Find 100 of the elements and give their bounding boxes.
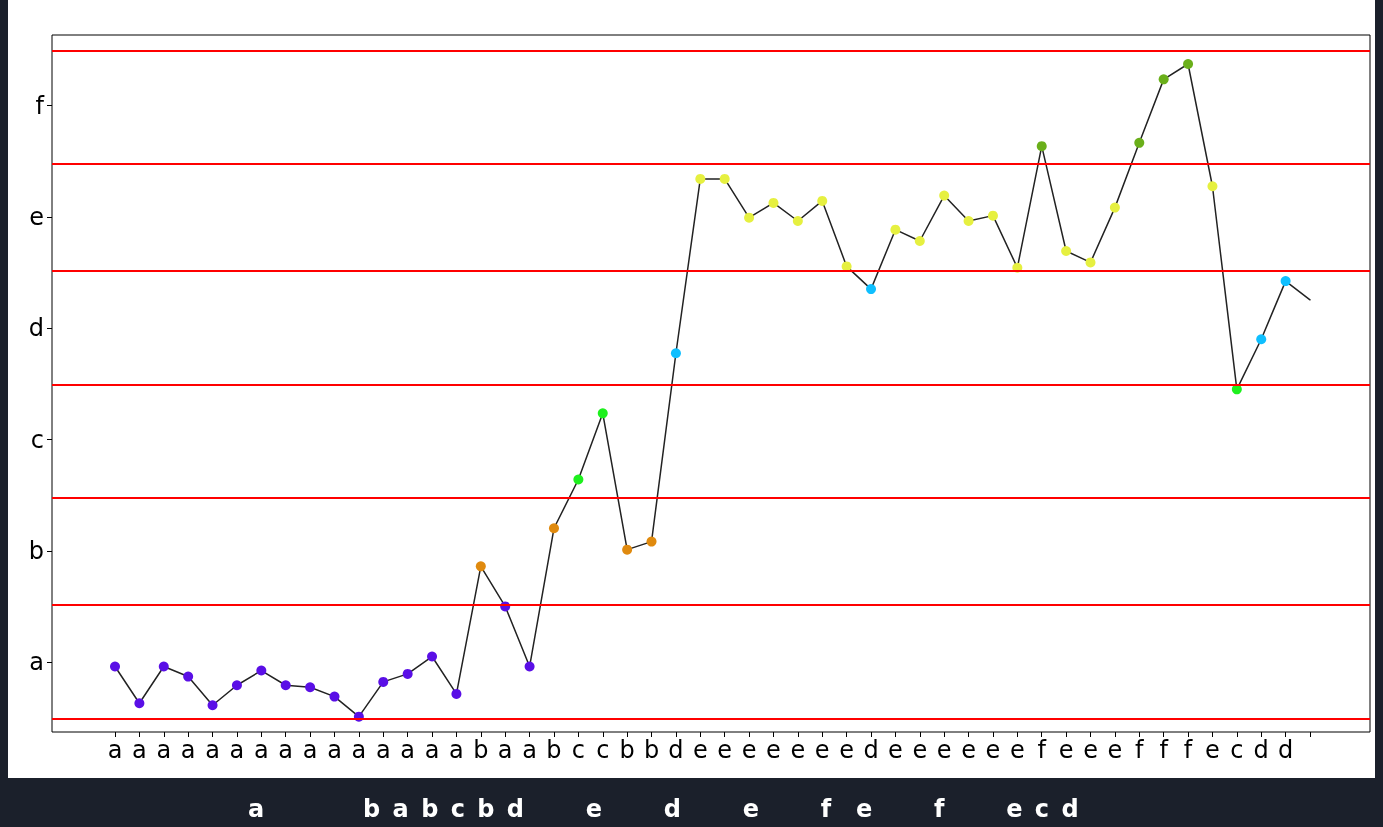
x-tick-label: e — [814, 736, 830, 764]
x-tick-label: e — [888, 736, 903, 764]
category-label: e — [29, 203, 44, 231]
point — [622, 544, 633, 555]
point — [939, 190, 950, 201]
x-tick-label: b — [643, 736, 660, 764]
point — [231, 680, 242, 691]
x-tick-label: a — [351, 736, 367, 764]
x-tick-label: a — [375, 736, 391, 764]
point — [1134, 137, 1145, 148]
point — [768, 197, 779, 208]
x-tick-label: a — [253, 736, 269, 764]
point — [110, 661, 120, 672]
point — [695, 173, 706, 184]
point — [134, 698, 145, 709]
category-label: f — [35, 91, 44, 120]
x-tick-label: c — [571, 736, 585, 764]
x-tick-label: a — [424, 736, 440, 764]
x-tick-label: c — [596, 736, 610, 764]
point — [670, 348, 681, 359]
point — [817, 195, 828, 206]
point — [573, 474, 584, 485]
point — [987, 210, 998, 221]
x-tick-label: d — [1277, 736, 1294, 764]
point — [719, 173, 730, 184]
x-tick-label: e — [1083, 736, 1098, 764]
x-tick-label: e — [936, 736, 952, 764]
text: a b a b c b d e d e f e f e c d — [248, 795, 1079, 823]
point — [451, 688, 462, 699]
point — [207, 700, 218, 711]
x-tick-label: b — [473, 736, 489, 764]
point — [475, 561, 486, 572]
point — [1256, 334, 1267, 345]
point — [963, 215, 974, 226]
x-tick-label: a — [132, 736, 147, 764]
point — [378, 676, 389, 687]
x-tick-label: a — [205, 736, 220, 764]
x-tick-label: b — [546, 736, 562, 764]
x-tick-label: a — [302, 736, 318, 764]
x-tick-label: f — [1037, 736, 1047, 764]
x-tick-label: e — [790, 736, 806, 764]
x-tick-label: d — [1253, 736, 1269, 764]
point — [1085, 257, 1096, 268]
point — [280, 680, 291, 691]
category-label: a — [29, 648, 44, 677]
x-tick-label: a — [400, 736, 416, 764]
point — [1207, 181, 1218, 192]
x-tick-label: a — [522, 736, 537, 764]
point — [646, 536, 657, 547]
category-label: d — [28, 314, 44, 343]
point — [914, 236, 925, 247]
x-tick-label: a — [497, 736, 513, 764]
x-tick-label: d — [863, 736, 879, 764]
point — [1061, 246, 1072, 257]
x-tick-label: e — [1205, 736, 1220, 764]
point — [548, 523, 559, 534]
point — [305, 682, 316, 693]
x-tick-label: e — [692, 736, 708, 764]
point — [1158, 74, 1169, 85]
x-tick-label: f — [1159, 736, 1169, 764]
point — [158, 661, 169, 672]
x-tick-label: a — [156, 736, 172, 764]
x-tick-label: b — [619, 736, 635, 764]
point — [890, 224, 901, 235]
point — [1036, 141, 1047, 152]
x-tick-label: e — [717, 736, 733, 764]
point — [597, 408, 608, 419]
x-tick-label: e — [912, 736, 928, 764]
x-tick-label: e — [766, 736, 781, 764]
x-tick-label: a — [229, 736, 245, 764]
x-tick-label: f — [1135, 736, 1145, 764]
point — [256, 665, 267, 676]
x-tick-label: e — [1009, 736, 1025, 764]
x-tick-label: e — [985, 736, 1001, 764]
x-tick-label: e — [1107, 736, 1123, 764]
point — [183, 671, 194, 682]
category-label: b — [28, 537, 44, 565]
x-tick-label: a — [449, 736, 464, 764]
point — [1280, 276, 1291, 287]
x-tick-label: e — [961, 736, 976, 764]
point — [524, 661, 535, 672]
point — [427, 651, 438, 662]
x-tick-label: d — [668, 736, 684, 764]
point — [402, 668, 413, 679]
x-tick-label: f — [1183, 736, 1193, 764]
x-tick-label: e — [839, 736, 855, 764]
x-tick-label: a — [107, 736, 123, 764]
x-tick-label: a — [327, 736, 342, 764]
point — [744, 212, 755, 223]
point — [866, 284, 877, 295]
category-label: c — [30, 425, 44, 454]
x-tick-label: e — [1058, 736, 1074, 764]
x-tick-label: c — [1230, 736, 1244, 764]
point — [792, 215, 803, 226]
x-tick-label: a — [278, 736, 294, 764]
point — [1183, 59, 1194, 69]
x-tick-label: a — [180, 736, 196, 764]
point — [1109, 202, 1120, 213]
point — [329, 691, 340, 702]
x-tick-label: e — [741, 736, 757, 764]
